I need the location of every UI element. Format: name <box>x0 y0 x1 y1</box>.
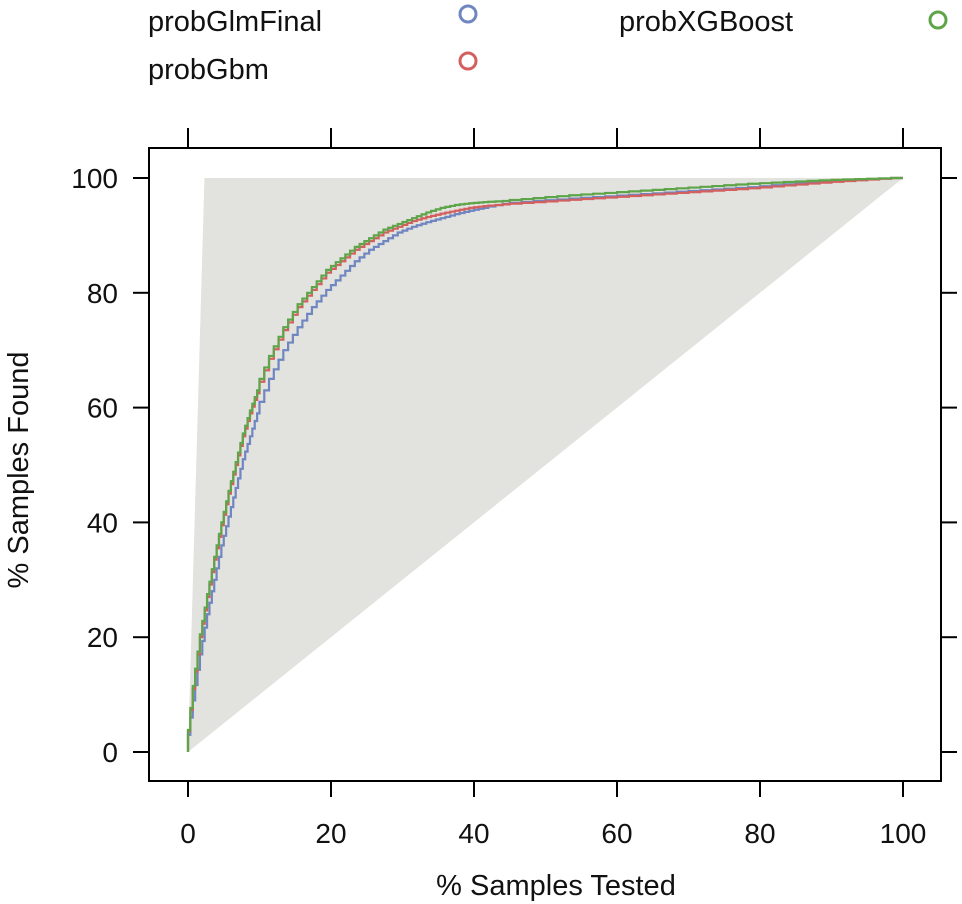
legend-label-probGlmFinal: probGlmFinal <box>148 6 322 38</box>
y-axis-title: % Samples Found <box>3 352 35 589</box>
x-tick-label: 60 <box>601 818 632 849</box>
x-tick-label: 80 <box>744 818 775 849</box>
y-axis: 0 20 40 60 80 100 <box>71 163 957 768</box>
x-tick-label: 100 <box>880 818 927 849</box>
x-axis-title: % Samples Tested <box>436 870 676 902</box>
series-line-probGbm <box>186 176 903 752</box>
y-tick-label: 20 <box>87 622 118 653</box>
legend-marker-probGbm <box>458 51 478 71</box>
series-line-probXGBoost <box>186 176 903 752</box>
legend: probGlmFinal probGbm probXGBoost <box>148 4 948 86</box>
legend-label-probGbm: probGbm <box>148 54 269 86</box>
y-tick-label: 60 <box>87 393 118 424</box>
reference-region <box>188 178 903 752</box>
y-tick-label: 40 <box>87 507 118 538</box>
y-tick-label: 80 <box>87 278 118 309</box>
x-tick-label: 40 <box>458 818 489 849</box>
x-axis: 0 20 40 60 80 100 <box>180 128 926 849</box>
y-tick-label: 0 <box>102 737 118 768</box>
series-group <box>186 176 903 752</box>
legend-label-probXGBoost: probXGBoost <box>619 6 793 38</box>
y-tick-label: 100 <box>71 163 118 194</box>
plot-frame <box>148 147 942 782</box>
plot-area <box>148 147 942 782</box>
x-tick-label: 0 <box>180 818 196 849</box>
legend-marker-probGlmFinal <box>458 4 478 24</box>
legend-marker-probXGBoost <box>928 10 948 30</box>
x-tick-label: 20 <box>315 818 346 849</box>
